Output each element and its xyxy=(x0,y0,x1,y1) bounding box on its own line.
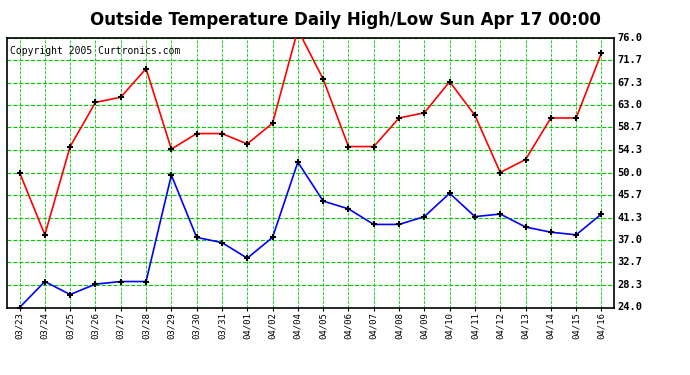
Text: Copyright 2005 Curtronics.com: Copyright 2005 Curtronics.com xyxy=(10,46,180,56)
Text: 71.7: 71.7 xyxy=(618,55,642,65)
Text: 32.7: 32.7 xyxy=(618,257,642,267)
Text: 58.7: 58.7 xyxy=(618,122,642,132)
Text: 45.7: 45.7 xyxy=(618,190,642,200)
Text: 76.0: 76.0 xyxy=(618,33,642,42)
Text: Outside Temperature Daily High/Low Sun Apr 17 00:00: Outside Temperature Daily High/Low Sun A… xyxy=(90,11,600,29)
Text: 37.0: 37.0 xyxy=(618,235,642,245)
Text: 50.0: 50.0 xyxy=(618,168,642,177)
Text: 67.3: 67.3 xyxy=(618,78,642,88)
Text: 63.0: 63.0 xyxy=(618,100,642,110)
Text: 24.0: 24.0 xyxy=(618,303,642,312)
Text: 54.3: 54.3 xyxy=(618,145,642,155)
Text: 41.3: 41.3 xyxy=(618,213,642,223)
Text: 28.3: 28.3 xyxy=(618,280,642,290)
